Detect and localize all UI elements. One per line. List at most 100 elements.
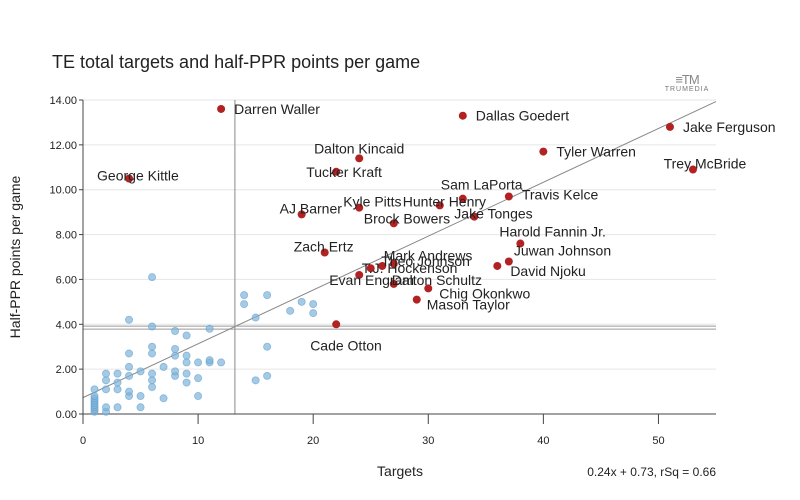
other-point xyxy=(194,374,203,383)
other-point xyxy=(263,342,272,351)
y-tick-label: 6.00 xyxy=(56,274,77,286)
highlighted-point xyxy=(516,239,525,248)
other-point xyxy=(125,315,134,324)
point-label: Dalton Schultz xyxy=(392,272,482,288)
logo-text: TRUMEDIA xyxy=(664,86,710,93)
highlighted-point xyxy=(332,167,341,176)
point-label: Cade Otton xyxy=(310,337,382,353)
highlighted-point xyxy=(493,261,502,270)
highlighted-point xyxy=(355,270,364,279)
other-point xyxy=(309,300,318,309)
point-label: George Kittle xyxy=(97,168,179,184)
point-label: Theo Johnson xyxy=(381,253,470,269)
point-label: Evan Engram xyxy=(329,272,414,288)
other-point xyxy=(125,387,134,396)
highlighted-point xyxy=(470,212,479,221)
y-tick-label: 14.00 xyxy=(49,95,77,107)
other-point xyxy=(159,394,168,403)
other-point xyxy=(182,378,191,387)
highlighted-point xyxy=(458,194,467,203)
other-point xyxy=(136,403,145,412)
highlighted-point xyxy=(539,147,548,156)
x-tick-label: 20 xyxy=(307,435,319,447)
point-label: David Njoku xyxy=(510,263,585,279)
other-point xyxy=(194,392,203,401)
y-axis-label: Half-PPR points per game xyxy=(7,175,23,338)
point-label: Darren Waller xyxy=(234,101,320,117)
highlighted-point xyxy=(389,279,398,288)
regression-equation: 0.24x + 0.73, rSq = 0.66 xyxy=(587,465,716,479)
highlighted-point xyxy=(366,264,375,273)
highlighted-point xyxy=(217,104,226,113)
other-point xyxy=(148,376,157,385)
point-label: Hunter Henry xyxy=(403,193,486,209)
other-point xyxy=(240,291,249,300)
point-label: Mark Andrews xyxy=(384,248,473,264)
other-point xyxy=(102,369,111,378)
other-point xyxy=(205,356,214,365)
other-point xyxy=(125,371,134,380)
highlighted-point xyxy=(504,192,513,201)
highlighted-point xyxy=(297,210,306,219)
highlighted-point xyxy=(332,320,341,329)
other-point xyxy=(148,349,157,358)
point-label: Travis Kelce xyxy=(522,186,599,202)
highlighted-point xyxy=(355,154,364,163)
point-label: Tucker Kraft xyxy=(306,164,382,180)
other-point xyxy=(171,351,180,360)
highlighted-point xyxy=(125,174,134,183)
x-tick-label: 50 xyxy=(652,435,664,447)
other-point xyxy=(125,362,134,371)
point-label: Tyler Warren xyxy=(556,144,636,160)
other-point xyxy=(182,358,191,367)
other-point xyxy=(182,331,191,340)
reference-lines xyxy=(82,100,717,414)
point-label: Dallas Goedert xyxy=(476,108,569,124)
highlighted-point xyxy=(389,219,398,228)
other-point xyxy=(102,403,111,412)
point-label: Mason Taylor xyxy=(427,297,510,313)
other-point xyxy=(136,367,145,376)
x-axis-label: Targets xyxy=(377,463,423,479)
highlighted-point xyxy=(435,201,444,210)
chart-title: TE total targets and half-PPR points per… xyxy=(52,52,421,72)
other-point xyxy=(251,376,260,385)
other-point xyxy=(194,358,203,367)
highlighted-point xyxy=(320,248,329,257)
point-label: Juwan Johnson xyxy=(514,242,611,258)
highlighted-point xyxy=(504,257,513,266)
x-tick-label: 0 xyxy=(80,435,86,447)
other-point xyxy=(182,369,191,378)
other-point xyxy=(113,369,122,378)
y-tick-label: 0.00 xyxy=(56,409,77,421)
highlighted-point xyxy=(412,295,421,304)
point-label: Kyle Pitts xyxy=(343,194,401,210)
highlighted-point xyxy=(378,261,387,270)
other-point xyxy=(113,403,122,412)
regression-line xyxy=(82,101,717,399)
other-points xyxy=(90,273,318,416)
point-labels: Darren Waller Dallas Goedert Jake Ferguson… xyxy=(97,101,776,353)
other-point xyxy=(102,385,111,394)
x-tick-label: 30 xyxy=(422,435,434,447)
point-label: Brock Bowers xyxy=(364,210,450,226)
other-point xyxy=(148,273,157,282)
highlighted-point xyxy=(665,122,674,131)
other-point xyxy=(125,349,134,358)
point-label: Jake Ferguson xyxy=(683,119,776,135)
other-point xyxy=(263,371,272,380)
other-point xyxy=(113,385,122,394)
point-label: Trey McBride xyxy=(664,156,747,172)
other-point xyxy=(102,376,111,385)
other-point xyxy=(286,306,295,315)
y-tick-label: 12.00 xyxy=(49,140,77,152)
point-label: T.J. Hockenson xyxy=(362,260,458,276)
other-point xyxy=(240,300,249,309)
point-label: Chig Okonkwo xyxy=(439,285,530,301)
point-label: Harold Fannin Jr. xyxy=(499,224,606,240)
other-point xyxy=(263,291,272,300)
other-point xyxy=(171,344,180,353)
highlighted-point xyxy=(355,203,364,212)
other-point xyxy=(217,358,226,367)
highlighted-point xyxy=(389,259,398,268)
